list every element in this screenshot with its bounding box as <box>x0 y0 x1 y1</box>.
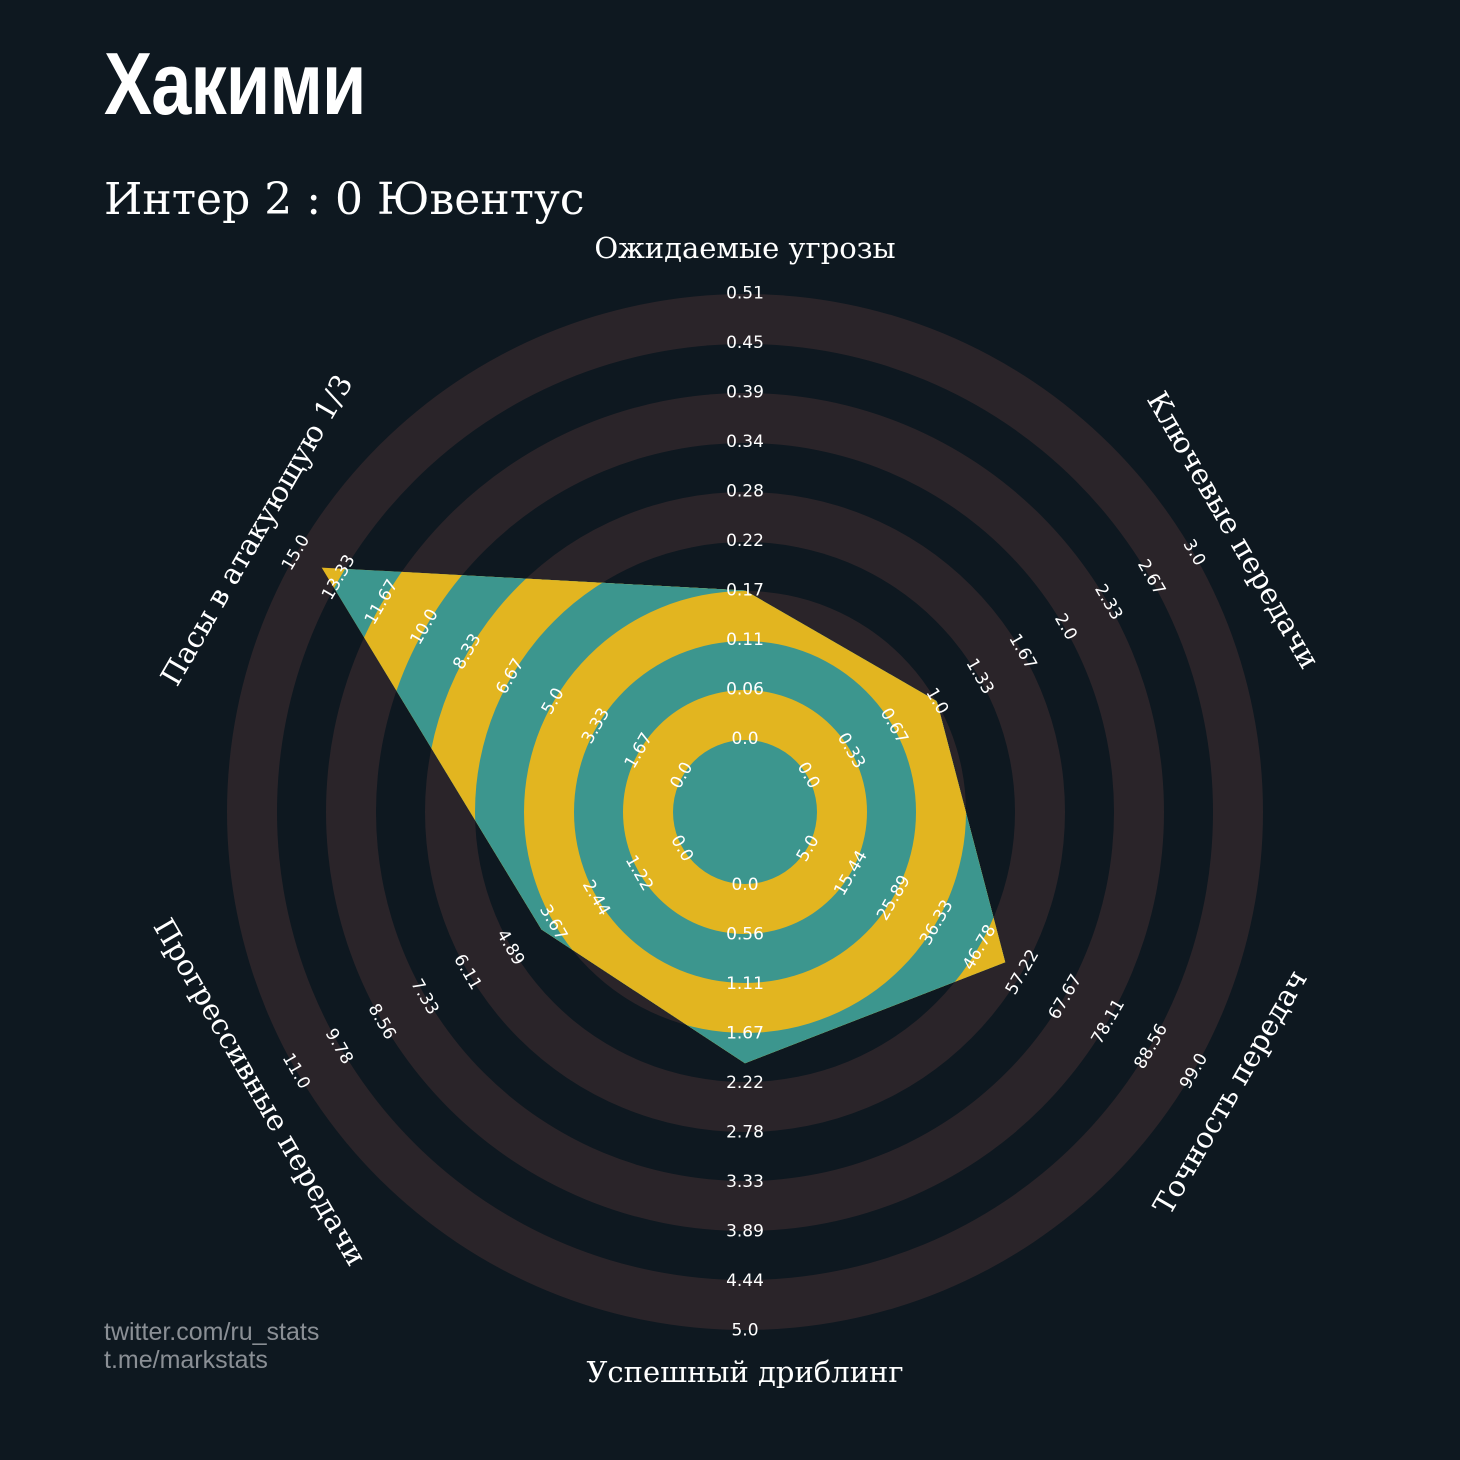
tick-label: 0.28 <box>726 482 764 502</box>
fill-band <box>673 740 817 884</box>
telegram-credit: t.me/markstats <box>104 1346 268 1374</box>
tick-label: 3.33 <box>726 1172 764 1192</box>
tick-label: 0.56 <box>726 925 764 945</box>
tick-label: 0.39 <box>726 383 764 403</box>
twitter-credit: twitter.com/ru_stats <box>104 1318 320 1346</box>
tick-label: 0.34 <box>726 432 764 452</box>
tick-label: 3.89 <box>726 1222 764 1242</box>
tick-label: 2.78 <box>726 1123 764 1143</box>
axis-label: Успешный дриблинг <box>586 1355 903 1389</box>
credits: twitter.com/ru_stats t.me/markstats <box>104 1318 319 1374</box>
tick-label: 0.22 <box>726 531 764 551</box>
axis-label: Ожидаемые угрозы <box>594 231 895 265</box>
tick-label: 2.22 <box>726 1073 764 1093</box>
tick-label: 0.11 <box>726 630 764 650</box>
tick-label: 0.17 <box>726 581 764 601</box>
tick-label: 1.11 <box>726 974 764 994</box>
tick-label: 0.06 <box>726 680 764 700</box>
match-score: Интер 2 : 0 Ювентус <box>104 174 585 225</box>
tick-label: 0.0 <box>731 729 758 749</box>
tick-label: 5.0 <box>731 1321 758 1341</box>
tick-label: 4.44 <box>726 1271 764 1291</box>
tick-label: 0.51 <box>726 284 764 304</box>
player-name: Хакими <box>104 34 366 133</box>
tick-label: 0.45 <box>726 333 764 353</box>
tick-label: 1.67 <box>726 1024 764 1044</box>
tick-label: 0.0 <box>731 875 758 895</box>
